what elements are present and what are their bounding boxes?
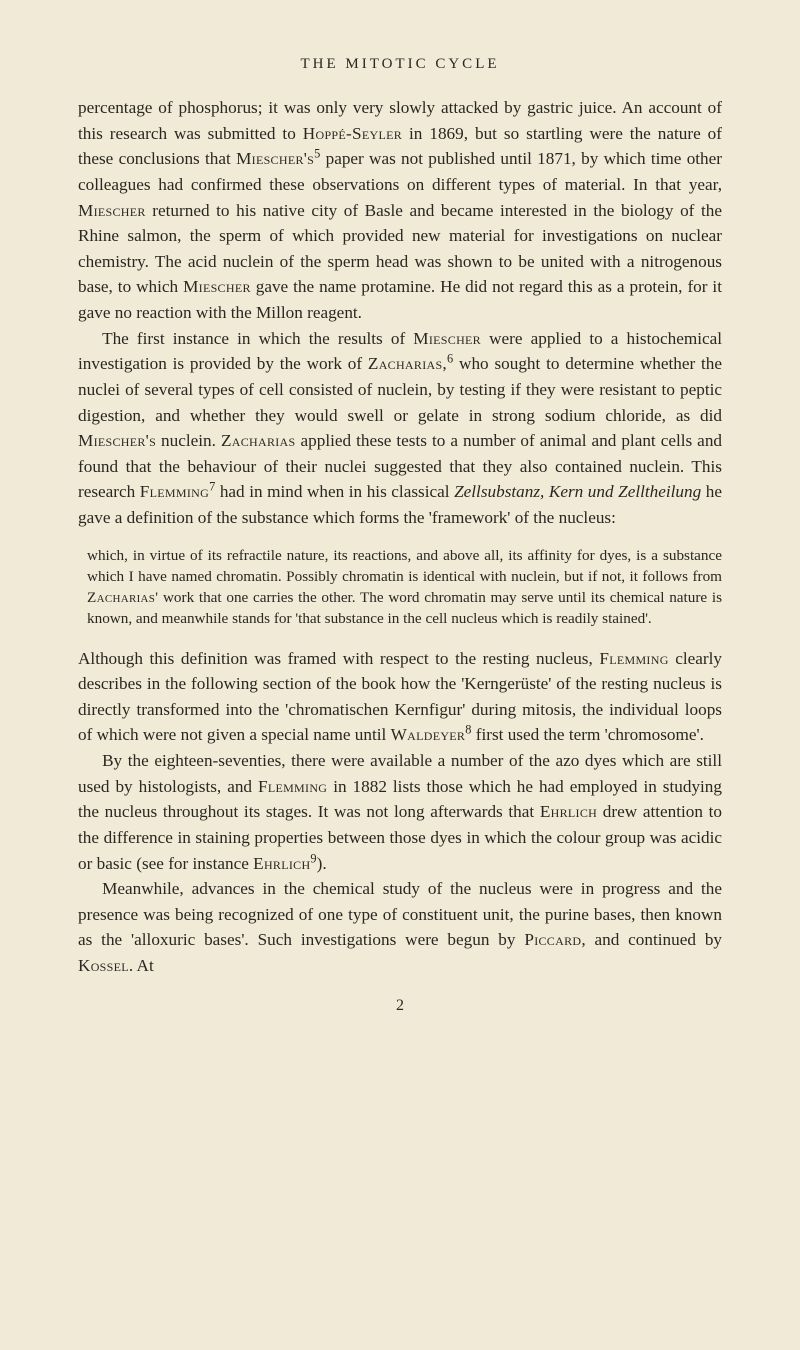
name-miescher: Miescher	[78, 201, 146, 220]
name-miescher: Miescher's	[78, 431, 156, 450]
name-flemming: Flemming	[599, 649, 668, 668]
paragraph-2: The first instance in which the results …	[78, 326, 722, 531]
name-waldeyer: Waldeyer	[391, 725, 466, 744]
name-piccard: Piccard	[524, 930, 581, 949]
paragraph-3: Although this definition was framed with…	[78, 646, 722, 749]
page-number: 2	[78, 997, 722, 1015]
name-hoppe-seyler: Hoppé-Seyler	[303, 124, 402, 143]
name-miescher: Miescher	[183, 277, 251, 296]
paragraph-1: percentage of phosphorus; it was only ve…	[78, 95, 722, 326]
name-zacharias: Zacharias'	[87, 589, 158, 606]
page-header: THE MITOTIC CYCLE	[78, 56, 722, 73]
body-text: percentage of phosphorus; it was only ve…	[78, 95, 722, 531]
name-flemming: Flemming	[258, 777, 327, 796]
name-miescher: Miescher	[413, 329, 481, 348]
book-title: Zellsubstanz, Kern und Zelltheilung	[454, 482, 701, 501]
name-ehrlich: Ehrlich	[253, 854, 310, 873]
paragraph-5: Meanwhile, advances in the chemical stud…	[78, 876, 722, 979]
name-ehrlich: Ehrlich	[540, 802, 597, 821]
name-flemming: Flemming	[140, 482, 209, 501]
name-miescher: Miescher's	[236, 149, 314, 168]
paragraph-4: By the eighteen-seventies, there were av…	[78, 748, 722, 876]
name-zacharias: Zacharias,	[368, 354, 447, 373]
name-kossel: Kossel	[78, 956, 129, 975]
name-zacharias: Zacharias	[221, 431, 296, 450]
body-text-2: Although this definition was framed with…	[78, 646, 722, 979]
block-quote: which, in virtue of its refractile natur…	[87, 546, 722, 630]
